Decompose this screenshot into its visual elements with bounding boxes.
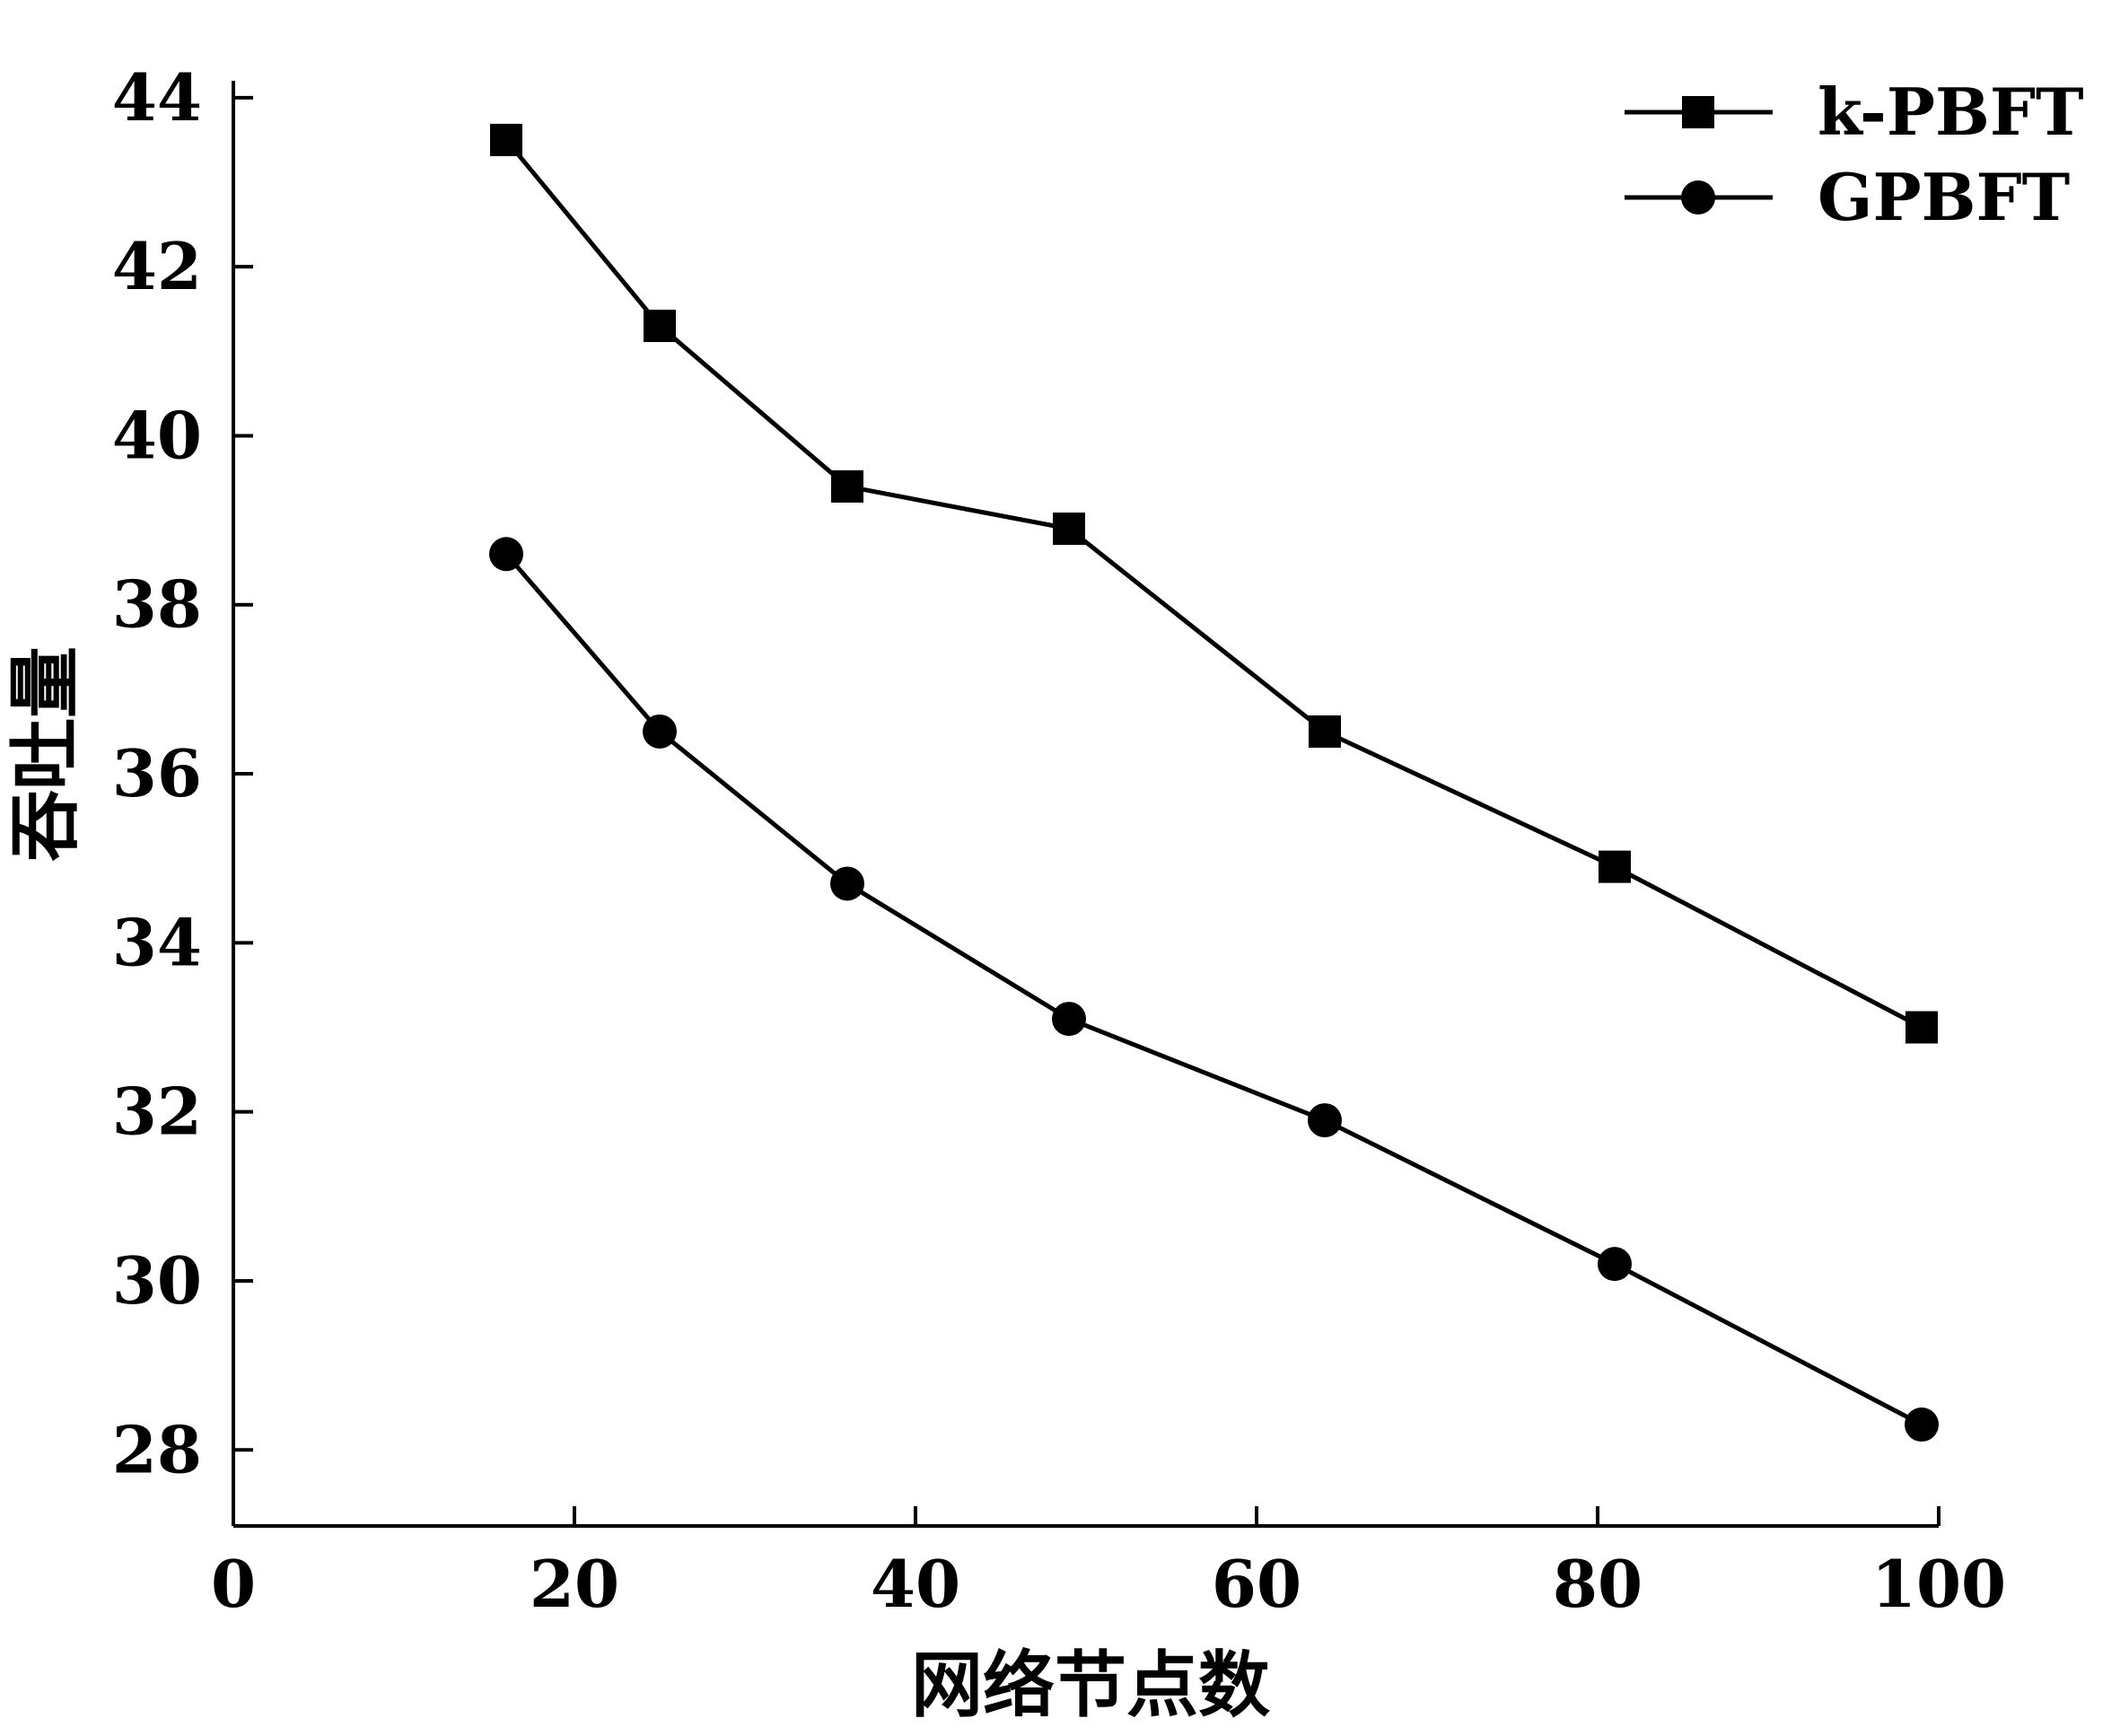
data-point [1905,1011,1938,1044]
series-layer [489,123,1939,1442]
series-line [504,138,1923,1030]
y-tick-label: 28 [112,1411,202,1487]
series-gpbft [489,537,1939,1442]
x-tick-label: 20 [530,1546,619,1622]
y-ticks: 28 30 32 34 36 38 40 42 44 [112,59,253,1487]
data-point [1599,850,1631,883]
data-point [490,123,522,156]
legend-marker [1681,180,1715,215]
x-tick-label: 40 [871,1546,960,1622]
legend-label: GPBFT [1818,159,2070,235]
y-tick-label: 32 [112,1074,202,1150]
y-tick-label: 34 [112,904,202,980]
x-ticks: 0 20 40 60 80 100 [211,1506,2006,1622]
data-point [1598,1247,1632,1282]
y-tick-label: 40 [112,397,202,473]
y-tick-label: 42 [112,228,202,304]
x-tick-label: 100 [1871,1546,2006,1622]
axes [232,81,1939,1528]
data-point [1308,1103,1342,1138]
legend-label: k-PBFT [1818,74,2084,150]
y-axis-title: 吞吐量 [4,646,87,862]
y-tick-label: 30 [112,1242,202,1319]
x-tick-label: 80 [1553,1546,1643,1622]
y-tick-label: 36 [112,735,202,811]
legend-marker [1682,96,1714,128]
data-point [644,310,676,343]
series-k-pbft [490,123,1938,1044]
data-point [1052,1002,1086,1037]
x-tick-label: 0 [211,1546,256,1622]
x-axis-title: 网络节点数 [911,1644,1270,1727]
data-point [1905,1407,1939,1442]
series-line [504,552,1923,1427]
data-point [1309,715,1341,748]
data-point [489,537,523,572]
y-tick-label: 38 [112,566,202,643]
data-point [1053,513,1085,546]
legend-item: k-PBFT [1625,74,2084,150]
legend: k-PBFT GPBFT [1625,74,2084,235]
data-point [830,866,864,901]
x-tick-label: 60 [1212,1546,1301,1622]
data-point [831,469,863,503]
legend-item: GPBFT [1625,159,2070,235]
y-tick-label: 44 [112,59,202,136]
data-point [643,714,677,749]
